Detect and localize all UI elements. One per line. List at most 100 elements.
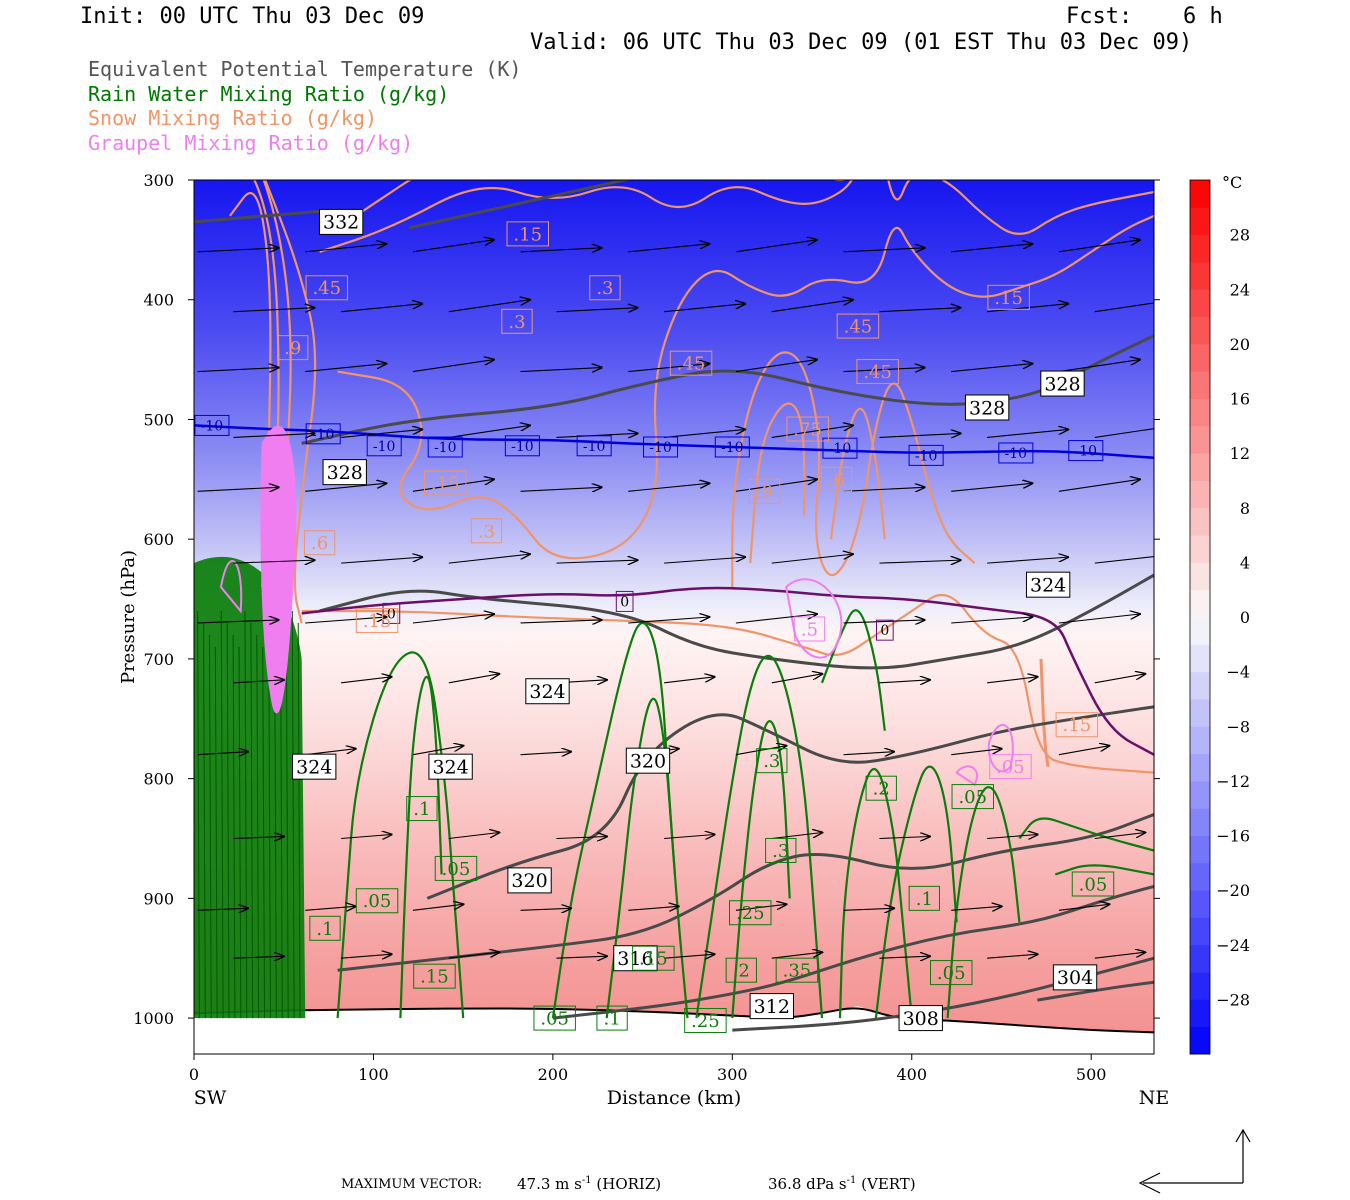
wind-vector: [1094, 952, 1145, 959]
svg-text:.05: .05: [363, 891, 392, 912]
wind-vector: [448, 832, 499, 840]
svg-text:328: 328: [1044, 373, 1080, 395]
wind-vector: [843, 752, 894, 755]
svg-text:.15: .15: [513, 224, 542, 245]
rain-contour: [820, 609, 886, 731]
svg-text:-10: -10: [434, 440, 457, 456]
x-tick-label: 100: [358, 1065, 389, 1084]
rain-contour: [838, 767, 913, 1019]
colorbar-segment: [1190, 261, 1210, 290]
colorbar-segment: [1190, 671, 1210, 700]
rain-label: .05: [1071, 871, 1115, 897]
wind-vector: [735, 360, 817, 373]
wind-vector: [1058, 240, 1140, 253]
wind-vector: [879, 560, 960, 563]
rain-label: .05: [929, 960, 973, 986]
colorbar-tick-label: −4: [1226, 663, 1250, 682]
svg-text:.3: .3: [763, 751, 780, 772]
colorbar-segment: [1190, 316, 1210, 345]
wind-vector: [1094, 555, 1154, 564]
snow-label: .45: [856, 359, 899, 385]
y-tick-label: 700: [143, 650, 174, 669]
wind-vector: [520, 908, 571, 910]
svg-text:.25: .25: [691, 1011, 720, 1032]
svg-text:0: 0: [620, 594, 629, 610]
svg-text:.45: .45: [844, 317, 873, 338]
wind-vector: [628, 364, 709, 373]
wind-vector: [520, 752, 571, 755]
svg-text:-10: -10: [721, 440, 744, 456]
wind-vector: [448, 300, 530, 313]
y-tick-label: 1000: [133, 1009, 174, 1028]
svg-text:.3: .3: [772, 841, 789, 862]
wind-vector: [341, 429, 422, 438]
colorbar-segment: [1190, 835, 1210, 864]
theta-e-label: 324: [292, 753, 337, 780]
wind-vector: [233, 560, 314, 563]
colorbar-segment: [1190, 425, 1210, 454]
sw-label: SW: [194, 1087, 227, 1109]
wind-vector: [1058, 479, 1140, 492]
wind-vector: [1058, 746, 1109, 756]
wind-vector: [628, 244, 709, 253]
svg-text:.15: .15: [639, 949, 668, 970]
snow-label: .6: [820, 466, 853, 492]
isotherm-label: -10: [427, 436, 463, 458]
svg-text:0: 0: [880, 623, 889, 639]
isotherm-label: -10: [822, 437, 858, 459]
rain-contour: [399, 675, 443, 1019]
wind-vector: [412, 479, 494, 492]
colorbar-segment: [1190, 207, 1210, 236]
colorbar-tick-label: −12: [1216, 772, 1250, 791]
wind-vector: [735, 904, 786, 911]
wind-vector: [197, 620, 279, 623]
svg-text:.15: .15: [1063, 715, 1092, 736]
svg-text:324: 324: [296, 756, 332, 778]
terrain-below-surface: [194, 1006, 1154, 1054]
wind-vector: [412, 746, 463, 756]
rain-core-contour: [285, 646, 289, 1019]
wind-vector: [664, 954, 714, 958]
colorbar-segment: [1190, 1026, 1210, 1055]
isotherm-label: -10: [908, 444, 944, 466]
y-tick-label: 400: [143, 291, 174, 310]
ne-label: NE: [1139, 1087, 1170, 1109]
y-tick-label: 900: [143, 889, 174, 908]
isotherm-label: -10: [194, 414, 230, 436]
rain-core-contour: [214, 646, 218, 1019]
wind-vector: [879, 680, 929, 683]
svg-text:324: 324: [432, 756, 468, 778]
theta-e-label: 324: [1025, 571, 1071, 598]
isotherm-label: 0: [876, 619, 894, 641]
svg-text:.15: .15: [994, 288, 1023, 309]
snow-contour: [337, 214, 1154, 560]
wind-vector: [197, 752, 248, 755]
x-axis-label: Distance (km): [607, 1087, 742, 1109]
wind-vector: [305, 906, 355, 910]
snow-contour: [731, 351, 976, 588]
colorbar-tick-label: 12: [1230, 444, 1250, 463]
wind-vector: [341, 557, 422, 564]
svg-text:.15: .15: [420, 967, 449, 988]
snow-label: .9: [748, 478, 781, 504]
snow-contour: [1039, 658, 1050, 767]
colorbar-segment: [1190, 917, 1210, 946]
colorbar-segment: [1190, 862, 1210, 891]
graupel-core: [260, 425, 297, 714]
snow-label: .75: [786, 416, 829, 442]
rain-core-contour: [226, 622, 230, 1019]
svg-text:324: 324: [529, 681, 565, 703]
y-tick-label: 500: [143, 410, 174, 429]
isotherm-label: -10: [714, 436, 750, 458]
svg-text:.05: .05: [958, 787, 987, 808]
colorbar-segment: [1190, 343, 1210, 372]
svg-text:.05: .05: [442, 859, 471, 880]
forecast-hour: 6 h: [1183, 4, 1223, 29]
colorbar-tick-label: 16: [1230, 390, 1250, 409]
colorbar-tick-label: −28: [1216, 990, 1250, 1009]
theta-e-label: 324: [428, 753, 473, 780]
rain-core-contour: [262, 646, 266, 1019]
colorbar-tick-label: 20: [1230, 335, 1250, 354]
svg-text:.5: .5: [801, 619, 818, 640]
y-tick-label: 600: [143, 530, 174, 549]
